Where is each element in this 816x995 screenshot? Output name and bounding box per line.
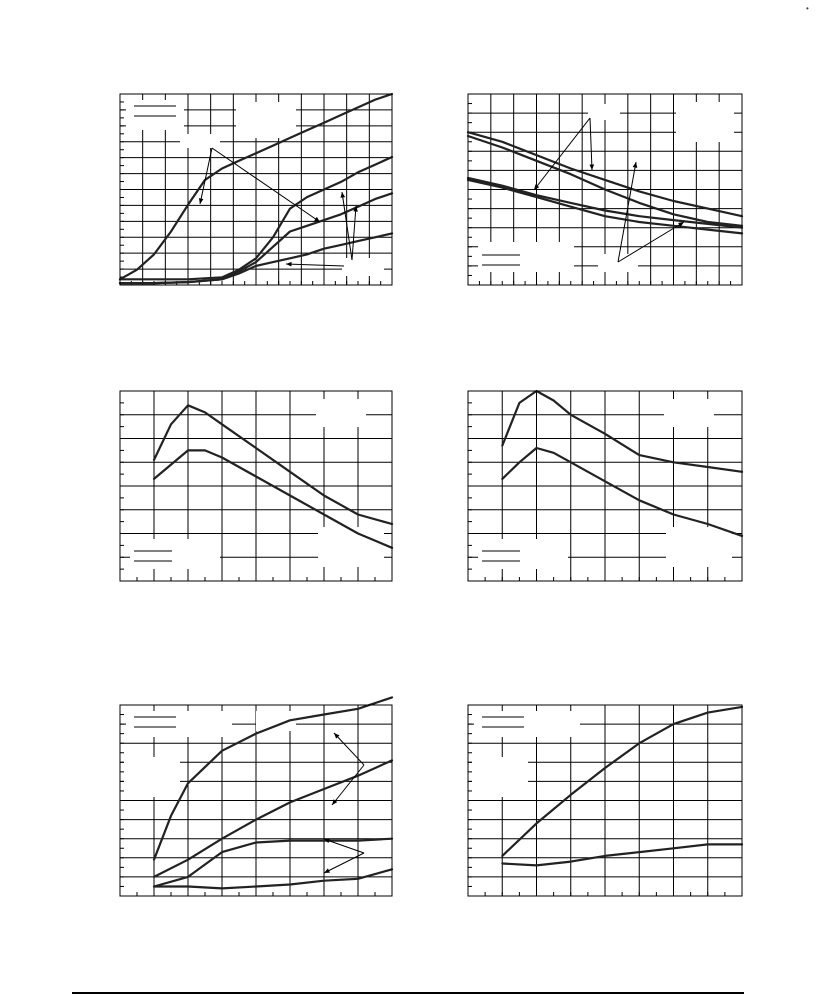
bottom-left-callout-arrowhead (324, 868, 330, 873)
top-left-callout-arrowhead (353, 206, 358, 212)
page-corner-mark: • (806, 4, 809, 13)
bottom-left-label-box (256, 711, 296, 731)
top-right-series-2-line (466, 134, 744, 227)
top-right-series-3-line (466, 176, 744, 229)
bottom-left-label-box (126, 711, 232, 737)
top-right-series-4-line (466, 178, 744, 235)
top-right-callout-arrowhead (632, 162, 638, 168)
top-left-callout-line (211, 147, 321, 223)
middle-right-frame (467, 390, 743, 582)
bottom-left-callout-arrowhead (334, 733, 340, 739)
top-left-series-1-line (118, 92, 394, 281)
middle-left-series-1-line (152, 404, 394, 526)
middle-left-series-2-line (152, 449, 394, 549)
top-right-callout-line (617, 221, 685, 263)
top-left-frame (119, 93, 393, 286)
top-left-series-4-line (118, 232, 394, 285)
top-left-series-2-line (118, 155, 394, 281)
top-left-callout-line (285, 263, 345, 267)
top-left-callout-arrowhead (198, 198, 204, 204)
top-left-label-box (236, 102, 296, 138)
bottom-left-callout-line (333, 732, 365, 766)
top-right-label-box (588, 104, 620, 120)
bottom-left-callout-line (323, 838, 365, 854)
top-left-callout-line (199, 147, 213, 205)
bottom-left-series-4-line (152, 868, 394, 890)
bottom-left-frame (119, 704, 393, 897)
top-right-label-box (478, 242, 574, 272)
top-left-callout-line (351, 205, 357, 261)
middle-right-label-box (666, 527, 732, 567)
top-right-callout-arrowhead (678, 222, 684, 227)
top-right-frame (467, 93, 743, 286)
bottom-left-callout-line (323, 852, 365, 874)
bottom-left-series-3-line (152, 837, 394, 888)
bottom-left-callout-arrowhead (332, 799, 338, 805)
middle-left-label-box (318, 527, 384, 567)
top-right-label-box (598, 254, 638, 272)
top-left-label-box (180, 134, 220, 148)
bottom-right-series-1-line (501, 705, 744, 858)
top-left-label-box (342, 258, 384, 276)
bottom-right-frame (467, 704, 743, 897)
top-right-label-box (676, 102, 734, 142)
middle-right-label-box (478, 539, 568, 569)
top-right-series-1-line (466, 131, 744, 218)
bottom-right-label-box (472, 757, 528, 797)
top-left-callout-arrowhead (340, 192, 346, 198)
top-right-callout-arrowhead (589, 164, 595, 170)
top-right-callout-line (617, 161, 637, 263)
middle-right-label-box (664, 399, 714, 427)
bottom-left-label-box (124, 757, 180, 797)
top-right-callout-line (533, 117, 591, 191)
top-left-label-box (126, 100, 184, 130)
bottom-left-callout-arrowhead (324, 838, 330, 843)
middle-right-series-2-line (501, 446, 744, 538)
footer-rule (72, 992, 744, 994)
top-left-callout-arrowhead (286, 261, 292, 267)
top-right-callout-line (589, 117, 593, 171)
bottom-left-series-1-line (152, 696, 394, 861)
bottom-right-series-2-line (501, 843, 744, 867)
bottom-left-series-2-line (152, 759, 394, 879)
bottom-right-label-box (474, 711, 580, 737)
bottom-left-callout-line (331, 764, 365, 806)
middle-right-series-1-line (501, 389, 744, 473)
top-left-callout-line (341, 191, 353, 261)
middle-left-label-box (130, 539, 220, 569)
middle-left-label-box (316, 399, 366, 427)
top-left-callout-arrowhead (314, 216, 320, 222)
top-right-callout-arrowhead (534, 184, 540, 190)
middle-left-frame (119, 390, 393, 582)
